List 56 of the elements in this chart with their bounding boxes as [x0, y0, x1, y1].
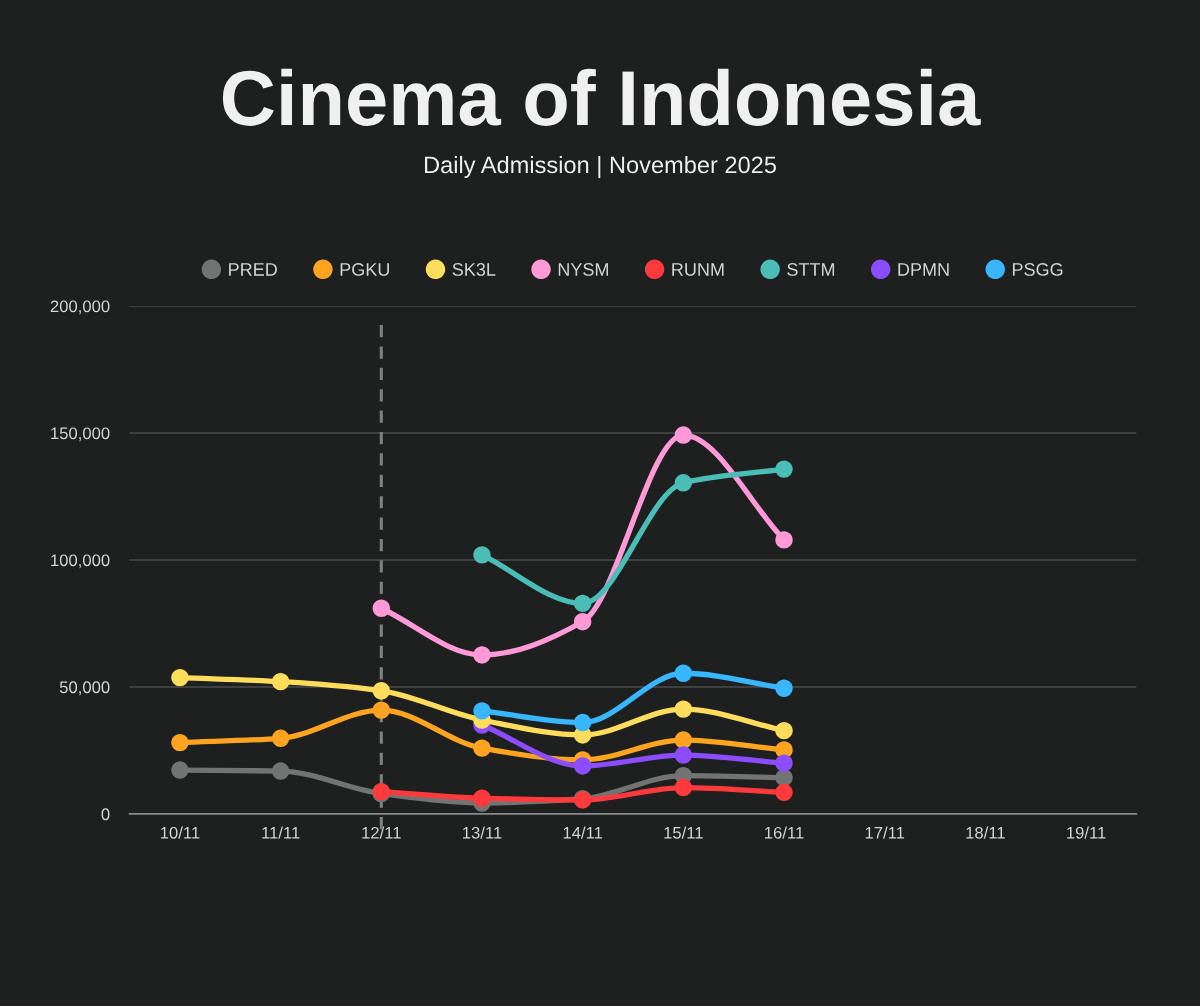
legend-label: PRED	[229, 263, 277, 276]
point	[171, 668, 189, 687]
point	[171, 733, 189, 752]
point	[674, 700, 693, 718]
y-tick-label: 50,000	[59, 681, 110, 696]
x-tick-label: 17/11	[865, 826, 905, 839]
point	[674, 746, 693, 764]
y-tick-label: 100,000	[51, 554, 110, 569]
x-tick-label: 19/11	[1067, 826, 1106, 839]
point	[573, 757, 592, 775]
point	[674, 474, 693, 492]
legend-label: DPMN	[898, 263, 949, 276]
y-tick-label: 150,000	[51, 427, 110, 442]
point	[271, 672, 290, 691]
point	[372, 701, 390, 719]
point	[775, 783, 793, 802]
point	[271, 729, 290, 747]
point	[674, 664, 693, 682]
point	[473, 702, 491, 720]
point	[473, 646, 491, 664]
x-tick-label: 10/11	[160, 826, 200, 839]
point	[775, 460, 793, 478]
legend-label: PSGG	[1012, 263, 1063, 276]
point	[573, 594, 592, 613]
point	[171, 761, 189, 779]
legend-label: SK3L	[452, 263, 496, 276]
point	[775, 679, 793, 697]
legend-label: RUNM	[672, 263, 724, 276]
point	[674, 426, 693, 444]
point	[271, 762, 290, 780]
x-tick-label: 16/11	[765, 826, 804, 839]
point	[372, 599, 390, 617]
point	[473, 789, 491, 807]
chart-subtitle: Daily Admission | November 2025	[424, 155, 776, 179]
point	[775, 721, 793, 740]
point	[473, 546, 491, 564]
x-tick-label: 14/11	[563, 826, 603, 839]
chart-title: Cinema of Indonesia	[222, 68, 981, 126]
point	[775, 754, 793, 772]
x-tick-label: 13/11	[463, 826, 502, 839]
point	[674, 778, 693, 797]
y-tick-label: 0	[101, 808, 110, 821]
point	[573, 613, 592, 631]
x-tick-label: 11/11	[262, 826, 300, 839]
point	[372, 682, 390, 700]
point	[775, 531, 793, 549]
point	[674, 731, 693, 749]
legend-label: NYSM	[558, 263, 608, 276]
point	[573, 713, 592, 732]
x-tick-label: 12/11	[362, 826, 401, 839]
legend-label: PGKU	[340, 263, 389, 276]
x-tick-label: 18/11	[966, 826, 1005, 839]
x-tick-label: 15/11	[664, 826, 703, 839]
point	[473, 739, 491, 757]
y-tick-label: 200,000	[50, 300, 110, 315]
legend-label: STTM	[787, 263, 835, 276]
